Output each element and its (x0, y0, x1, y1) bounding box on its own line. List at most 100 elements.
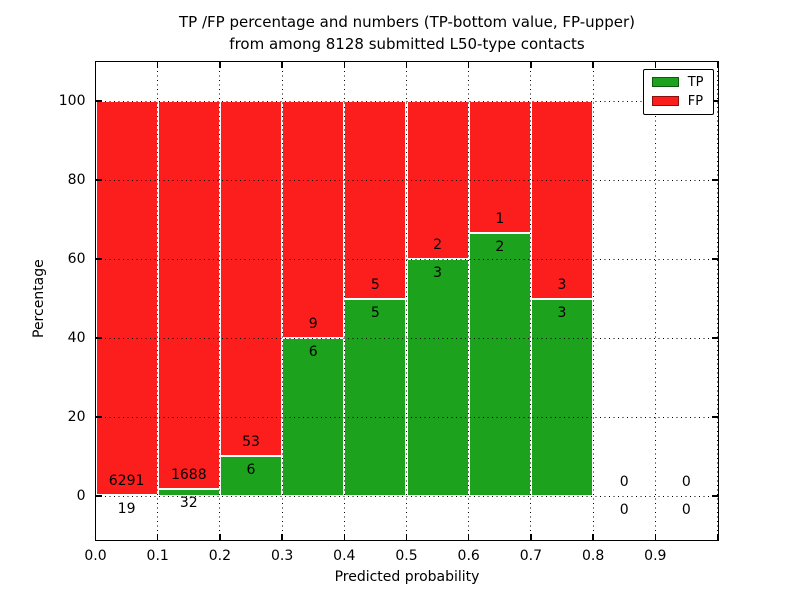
gridline-vertical (468, 61, 470, 540)
tp-count-label: 3 (433, 265, 443, 282)
gridline-horizontal (95, 416, 718, 418)
gridline-vertical (219, 61, 221, 540)
x-tick-mark-top (405, 61, 408, 68)
legend-entry-fp: FP (651, 93, 704, 109)
gridline-vertical (281, 61, 283, 540)
gridline-vertical (530, 61, 532, 540)
y-tick-mark-right (711, 179, 718, 181)
x-tick-mark (530, 533, 532, 540)
y-tick-mark (95, 416, 102, 418)
x-tick-mark (468, 533, 470, 540)
chart-title-line1: TP /FP percentage and numbers (TP-bottom… (179, 13, 635, 31)
x-tick-mark-top (530, 61, 532, 68)
x-tick-label: 0.0 (84, 547, 107, 564)
y-tick-mark-right (711, 258, 718, 260)
gridline-horizontal (95, 258, 718, 260)
fp-count-label: 1 (495, 210, 505, 227)
fp-count-label: 2 (433, 237, 443, 254)
x-tick-mark-top (281, 61, 283, 68)
chart-title: TP /FP percentage and numbers (TP-bottom… (96, 11, 718, 55)
tp-count-label: 32 (179, 494, 198, 511)
x-tick-label: 0.9 (644, 547, 667, 564)
legend-swatch-fp (651, 96, 679, 106)
tp-count-label: 6 (308, 344, 318, 361)
legend-swatch-tp (651, 77, 679, 87)
y-tick-label: 60 (67, 251, 86, 268)
x-tick-mark-top (716, 61, 719, 68)
x-tick-label: 0.6 (457, 547, 480, 564)
gridline-vertical (654, 61, 656, 540)
gridline-vertical (157, 61, 159, 540)
x-tick-label: 0.5 (395, 547, 418, 564)
tp-count-label: 5 (370, 304, 380, 321)
bar-tp (406, 259, 469, 497)
x-tick-mark (343, 533, 345, 540)
tp-count-label: 3 (557, 304, 567, 321)
y-tick-mark (95, 337, 102, 339)
legend-entry-tp: TP (651, 76, 704, 89)
x-tick-mark-top (219, 61, 221, 68)
bar-fp (344, 101, 407, 299)
x-tick-mark-top (157, 61, 159, 68)
x-tick-mark (654, 533, 656, 540)
bar-fp (530, 101, 594, 299)
y-tick-mark-right (711, 495, 718, 497)
y-tick-label: 20 (67, 409, 86, 426)
y-tick-mark (95, 179, 102, 181)
bar-tp (530, 298, 594, 497)
x-tick-mark (716, 533, 719, 540)
gridline-horizontal (95, 100, 718, 102)
y-tick-mark-right (711, 100, 718, 102)
tp-count-label: 19 (117, 500, 136, 517)
fp-count-label: 0 (619, 474, 629, 491)
fp-count-label: 6291 (108, 472, 145, 489)
x-tick-mark (219, 533, 221, 540)
y-tick-mark-right (711, 416, 718, 418)
bar-tp (468, 232, 531, 497)
gridline-horizontal (95, 495, 718, 497)
gridline-vertical (406, 61, 407, 540)
fp-count-label: 5 (370, 276, 380, 293)
x-tick-mark (405, 533, 408, 540)
bar-fp (95, 101, 158, 495)
x-tick-mark (94, 533, 97, 540)
bar-fp (282, 101, 345, 339)
gridline-vertical (343, 61, 345, 540)
gridline-vertical (592, 61, 594, 540)
fp-count-label: 0 (681, 474, 691, 491)
x-tick-mark-top (343, 61, 345, 68)
plot-area: TP FP 6291 19 1688 32 53 6 9 6 5 5 2 3 1 2 3 3 0 0 0 0 0.0 0.1… (59, 60, 719, 564)
y-tick-mark (95, 495, 102, 497)
chart-title-line2: from among 8128 submitted L50-type conta… (229, 35, 585, 53)
x-tick-label: 0.4 (333, 547, 356, 564)
tp-count-label: 0 (681, 502, 691, 519)
fp-count-label: 1688 (170, 466, 207, 483)
gridline-horizontal (95, 179, 718, 181)
bar-tp (219, 455, 283, 497)
legend-label-fp: FP (687, 93, 704, 109)
gridline-vertical (717, 61, 718, 540)
x-tick-label: 0.7 (519, 547, 543, 564)
y-tick-label: 80 (67, 172, 86, 188)
bar-tp (344, 298, 407, 497)
tp-count-label: 0 (619, 502, 629, 519)
y-tick-mark-right (711, 337, 718, 339)
tp-count-label: 6 (246, 461, 256, 478)
x-tick-mark-top (654, 61, 656, 68)
y-tick-label: 40 (67, 330, 86, 347)
x-axis-label: Predicted probability (334, 569, 480, 585)
y-tick-label: 100 (58, 93, 86, 109)
x-tick-label: 0.8 (581, 547, 605, 564)
fp-count-label: 53 (242, 433, 260, 450)
bar-fp (219, 101, 283, 456)
x-tick-label: 0.2 (208, 547, 232, 564)
y-tick-mark (95, 100, 102, 102)
fp-count-label: 9 (308, 316, 318, 333)
x-tick-mark-top (592, 61, 594, 68)
x-tick-mark (281, 533, 283, 540)
x-tick-mark-top (468, 61, 470, 68)
legend: TP FP (642, 68, 714, 115)
bar-fp (468, 101, 531, 233)
bar-tp (157, 488, 220, 497)
